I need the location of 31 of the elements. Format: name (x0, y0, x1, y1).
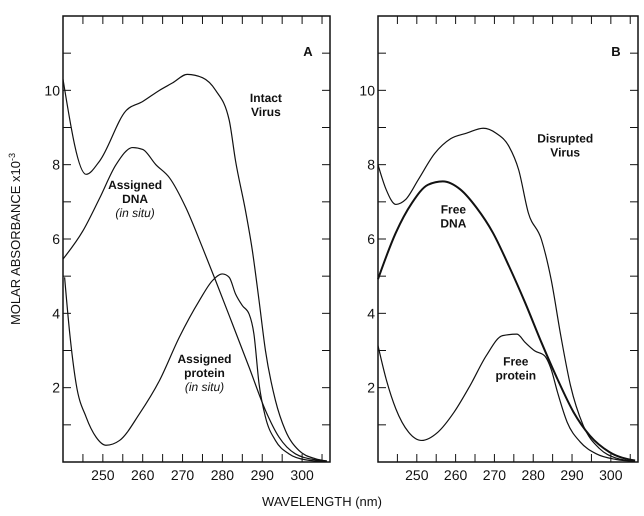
y-tick-label: 4 (52, 305, 60, 322)
x-tick-label: 290 (560, 467, 584, 483)
x-tick-label: 300 (599, 467, 623, 483)
x-axis-title: WAVELENGTH (nm) (262, 494, 382, 509)
y-tick-label: 6 (367, 231, 376, 247)
y-tick-label: 8 (52, 156, 60, 173)
x-tick-label: 300 (290, 467, 314, 483)
x-tick-label: 280 (522, 467, 546, 483)
series-label: Assigned protein (in situ) (178, 352, 232, 394)
x-tick-label: 250 (405, 467, 429, 483)
y-tick-label: 6 (52, 231, 60, 247)
x-tick-label: 270 (170, 467, 194, 483)
series-label: Assigned DNA (in situ) (108, 178, 162, 220)
y-tick-label: 2 (52, 380, 60, 396)
y-tick-label: 4 (367, 305, 376, 322)
series-label: Free DNA (440, 202, 467, 231)
x-tick-label: 260 (444, 467, 468, 483)
series-label: Intact Virus (250, 91, 282, 120)
y-tick-label: 2 (367, 380, 376, 396)
x-tick-label: 270 (482, 467, 506, 483)
x-tick-label: 260 (131, 467, 155, 483)
y-tick-label: 8 (367, 156, 376, 173)
y-tick-label: 10 (44, 82, 60, 98)
series-label: Disrupted Virus (537, 131, 594, 160)
y-tick-label: 10 (359, 82, 376, 98)
annotation: A (303, 44, 314, 59)
series-label: Free protein (495, 354, 536, 382)
annotation: B (611, 44, 621, 59)
x-tick-label: 280 (210, 467, 234, 483)
x-tick-label: 250 (91, 467, 115, 483)
x-tick-label: 290 (250, 467, 274, 483)
